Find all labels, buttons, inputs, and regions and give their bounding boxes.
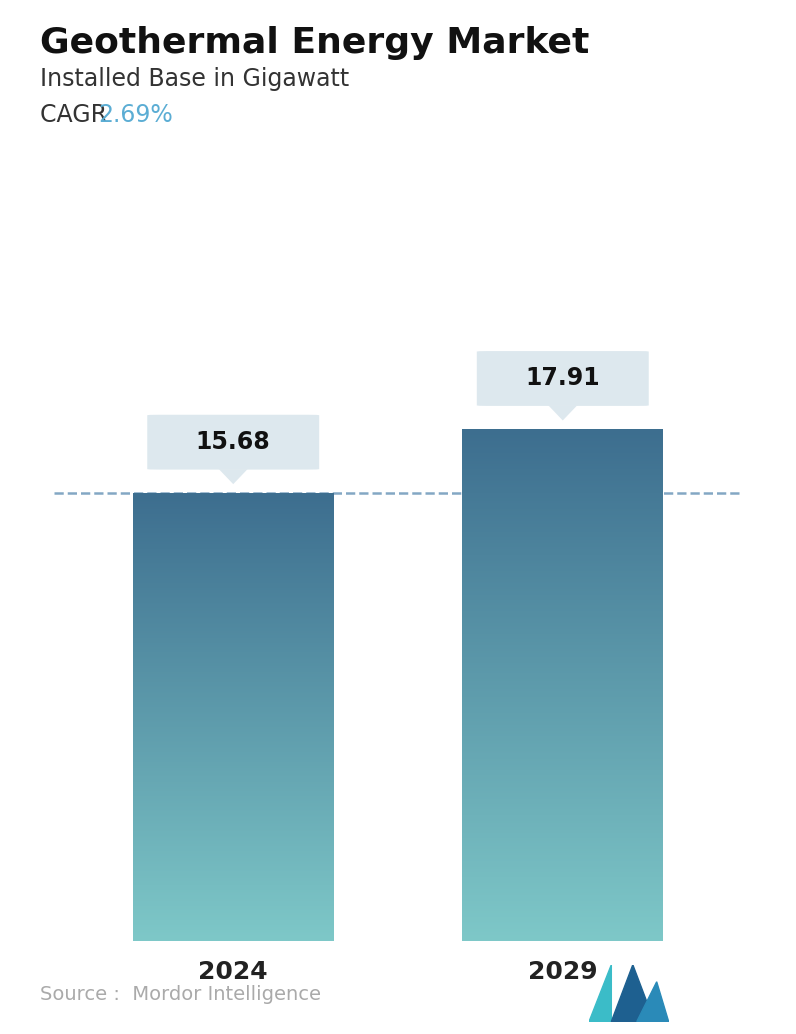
FancyBboxPatch shape [147,415,319,469]
Polygon shape [611,965,654,1022]
Text: CAGR: CAGR [40,103,115,127]
Text: Geothermal Energy Market: Geothermal Energy Market [40,26,589,60]
Polygon shape [589,965,611,1022]
Polygon shape [219,469,248,484]
Text: Installed Base in Gigawatt: Installed Base in Gigawatt [40,67,349,91]
Polygon shape [548,405,577,421]
FancyBboxPatch shape [477,352,649,406]
Text: Source :  Mordor Intelligence: Source : Mordor Intelligence [40,985,321,1004]
Text: 17.91: 17.91 [525,366,600,391]
Text: 2.69%: 2.69% [98,103,173,127]
Text: 15.68: 15.68 [196,430,271,454]
Polygon shape [637,982,669,1022]
